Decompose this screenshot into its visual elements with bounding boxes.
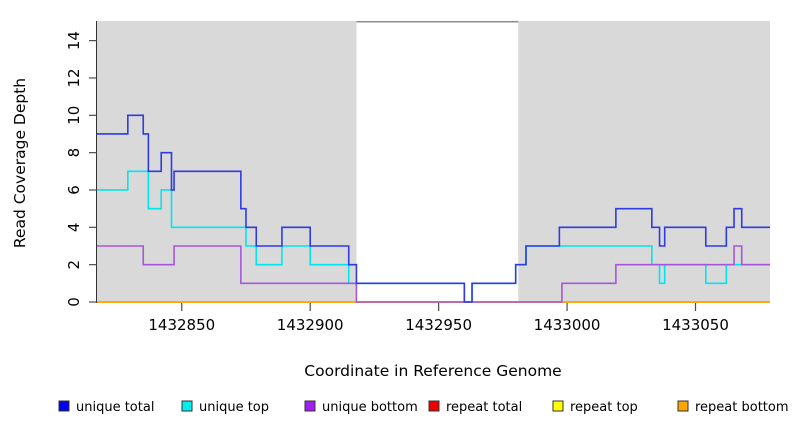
- legend-item-unique-top: unique top: [181, 400, 269, 415]
- legend-item-repeat-top: repeat top: [552, 400, 638, 415]
- y-tick-label: 10: [65, 106, 83, 125]
- legend-label: unique total: [76, 400, 154, 415]
- legend-swatch-repeat-bottom: [677, 400, 689, 412]
- x-tick-label: 1433050: [662, 316, 729, 334]
- legend-label: repeat bottom: [695, 400, 789, 415]
- legend-item-repeat-total: repeat total: [428, 400, 522, 415]
- y-tick-label: 14: [65, 31, 83, 50]
- legend-label: unique bottom: [322, 400, 418, 415]
- y-tick-label: 12: [65, 68, 83, 87]
- y-tick-label: 0: [65, 297, 83, 307]
- gap-region: [356, 21, 519, 303]
- x-tick-label: 1433000: [534, 316, 601, 334]
- series-line-unique-bottom: [97, 245, 770, 303]
- legend-swatch-repeat-top: [552, 400, 564, 412]
- x-axis-title: Coordinate in Reference Genome: [304, 362, 561, 380]
- legend-label: unique top: [199, 400, 269, 415]
- legend-swatch-unique-top: [181, 400, 193, 412]
- legend-label: repeat total: [446, 400, 522, 415]
- y-axis-title: Read Coverage Depth: [11, 78, 29, 248]
- legend-label: repeat top: [570, 400, 638, 415]
- x-tick-label: 1432850: [148, 316, 215, 334]
- series-line-unique-total: [97, 114, 770, 303]
- legend-swatch-unique-bottom: [304, 400, 316, 412]
- legend-item-unique-bottom: unique bottom: [304, 400, 418, 415]
- y-tick-label: 6: [65, 185, 83, 195]
- y-tick-label: 2: [65, 260, 83, 270]
- x-tick-label: 1432950: [405, 316, 472, 334]
- legend-swatch-unique-total: [58, 400, 70, 412]
- legend-swatch-repeat-total: [428, 400, 440, 412]
- y-tick-label: 8: [65, 148, 83, 158]
- y-tick-label: 4: [65, 223, 83, 233]
- x-tick-label: 1432900: [277, 316, 344, 334]
- legend-item-repeat-bottom: repeat bottom: [677, 400, 789, 415]
- legend-item-unique-total: unique total: [58, 400, 154, 415]
